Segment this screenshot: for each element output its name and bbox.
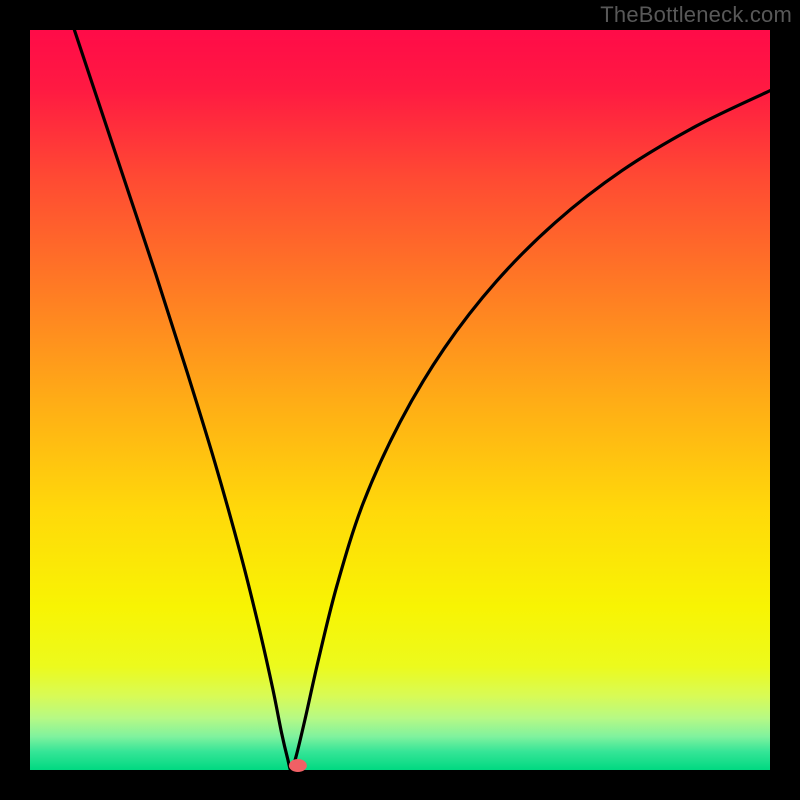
chart-container: TheBottleneck.com: [0, 0, 800, 800]
bottleneck-chart: [0, 0, 800, 800]
optimal-marker: [289, 759, 307, 772]
source-watermark: TheBottleneck.com: [600, 2, 792, 28]
plot-background: [30, 30, 770, 770]
